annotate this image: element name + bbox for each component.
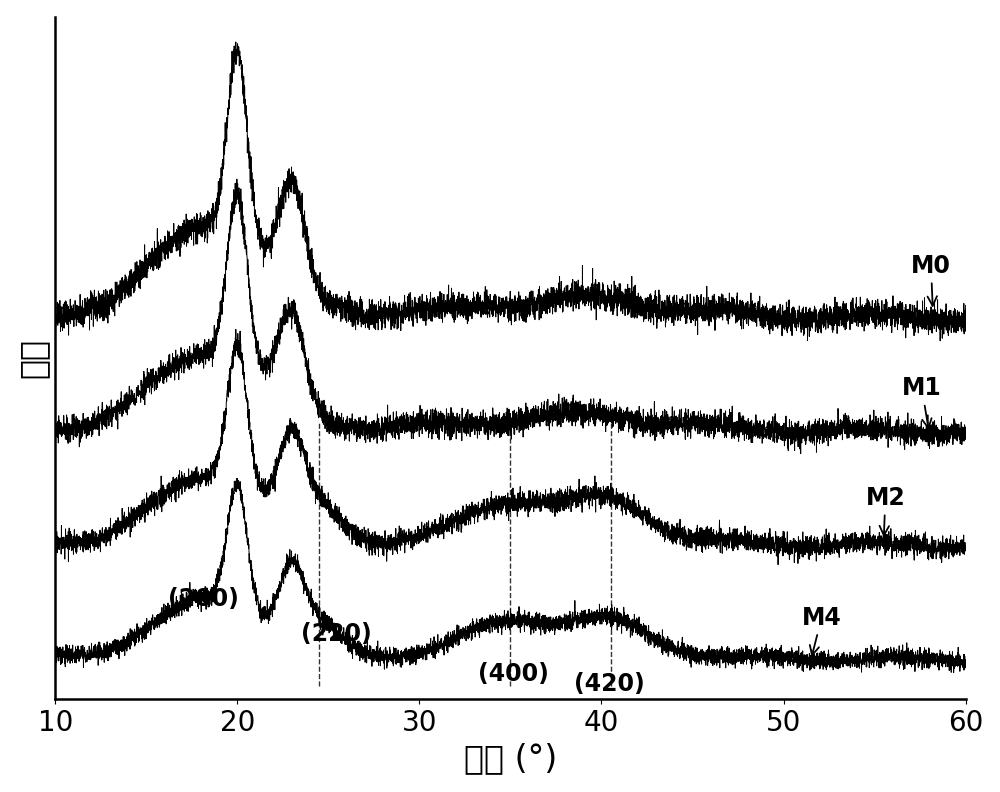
Text: M0: M0 [911,253,951,306]
Text: (200): (200) [168,587,239,611]
Text: M4: M4 [802,606,842,655]
Text: (420): (420) [574,672,645,696]
X-axis label: 角度 (°): 角度 (°) [464,742,557,775]
Text: M2: M2 [865,485,905,535]
Y-axis label: 强度: 强度 [17,338,50,378]
Text: (220): (220) [301,622,372,646]
Text: M1: M1 [902,376,942,428]
Text: (400): (400) [478,662,549,687]
